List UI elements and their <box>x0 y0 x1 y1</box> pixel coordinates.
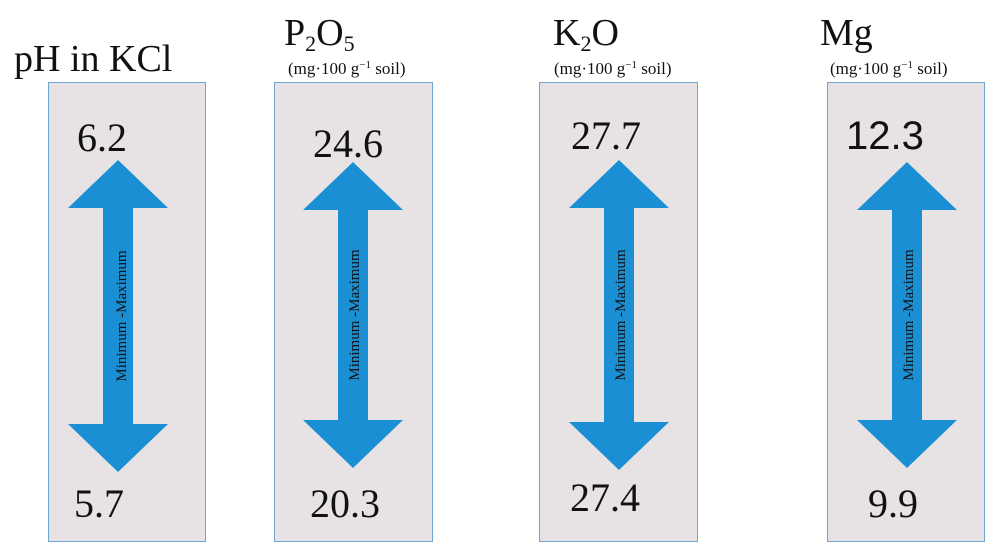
arrow-label-ph: Minimum -Maximum <box>114 250 130 382</box>
panel-title-ph: pH in KCl <box>14 38 173 80</box>
min-max-arrow-p2o5: Minimum -Maximum <box>303 162 403 468</box>
min-max-arrow-ph: Minimum -Maximum <box>68 160 168 472</box>
min-value-ph: 5.7 <box>74 481 124 526</box>
max-value-k2o: 27.7 <box>571 113 641 158</box>
min-value-mg: 9.9 <box>868 481 918 526</box>
panel-title-mg: Mg <box>820 12 873 54</box>
panel-unit-k2o: (mg·100 g−1 soil) <box>554 58 672 78</box>
min-max-arrow-k2o: Minimum -Maximum <box>569 160 669 470</box>
min-max-arrow-mg: Minimum -Maximum <box>857 162 957 468</box>
max-value-p2o5: 24.6 <box>313 121 383 166</box>
arrow-label-p2o5: Minimum -Maximum <box>347 249 363 381</box>
max-value-mg: 12.3 <box>846 114 924 158</box>
panel-unit-mg: (mg·100 g−1 soil) <box>830 58 948 78</box>
arrow-label-mg: Minimum -Maximum <box>901 249 917 381</box>
panel-title-p2o5: P2O5 <box>284 12 355 57</box>
min-value-k2o: 27.4 <box>570 475 640 520</box>
arrow-label-k2o: Minimum -Maximum <box>613 249 629 381</box>
min-value-p2o5: 20.3 <box>310 481 380 526</box>
panel-unit-p2o5: (mg·100 g−1 soil) <box>288 58 406 78</box>
max-value-ph: 6.2 <box>77 115 127 160</box>
panel-title-k2o: K2O <box>553 12 619 57</box>
